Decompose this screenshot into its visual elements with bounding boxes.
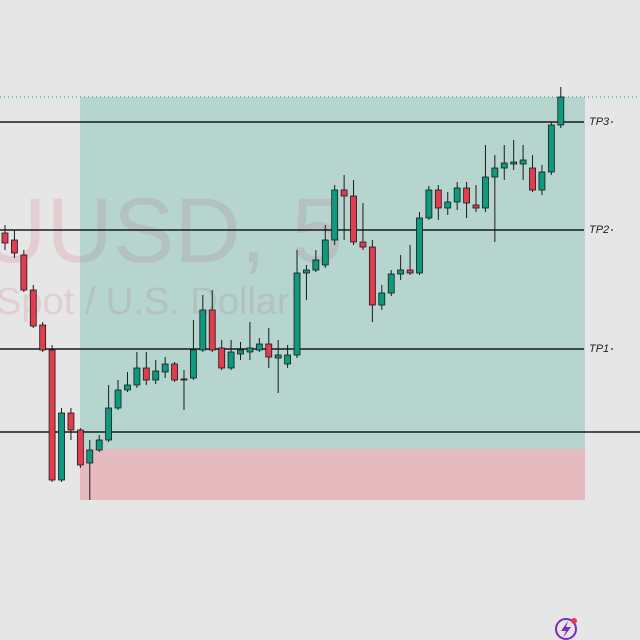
level-dot (611, 121, 613, 123)
app-logo[interactable] (555, 618, 577, 640)
candle-body (161, 363, 169, 373)
candle-body (1, 232, 9, 244)
logo-bolt (561, 621, 571, 638)
candle-body (482, 176, 489, 209)
logo-dot (571, 618, 577, 624)
level-label: TP1 (589, 343, 609, 355)
candle-body (321, 239, 329, 266)
candle-body (368, 246, 376, 306)
candle-body (48, 349, 56, 481)
candle-body (284, 354, 292, 365)
candle-body (274, 354, 282, 359)
candle-body (152, 370, 160, 381)
candle-body (519, 159, 527, 165)
candle-body (246, 347, 254, 353)
candle-body (199, 309, 207, 351)
candle-body (114, 389, 122, 409)
level-dot (611, 229, 613, 231)
logo-ring (555, 618, 577, 640)
candle-body (39, 324, 47, 351)
watermark-description: Spot / U.S. Dollar (0, 281, 290, 323)
level-label: TP3 (589, 116, 610, 128)
candle-body (11, 239, 18, 254)
zones (0, 96, 640, 500)
candle-body (340, 189, 348, 197)
candle-body (58, 412, 65, 481)
candle-body (434, 189, 442, 209)
candle-body (171, 363, 178, 381)
candle-body (133, 367, 141, 386)
candle-body (350, 195, 357, 243)
candle-body (547, 124, 555, 173)
candle-body (453, 187, 461, 203)
candle-body (237, 349, 244, 355)
candle-body (303, 269, 310, 274)
candle-body (255, 343, 263, 351)
watermark-symbol: UUSD, 5 (0, 180, 343, 282)
candle-body (180, 378, 188, 381)
candle-body (529, 167, 536, 191)
level-dot (611, 348, 613, 350)
candle-body (105, 407, 113, 441)
candle-body (406, 269, 414, 274)
level-label: TP2 (589, 224, 609, 236)
candle-body (76, 429, 84, 466)
candles (1, 87, 565, 500)
candle-body (378, 292, 386, 306)
candle-body (359, 241, 367, 248)
candle-body (67, 412, 75, 431)
candle-body (227, 351, 235, 369)
candle-body (189, 349, 197, 379)
candle-body (397, 269, 405, 275)
candle-body (265, 343, 273, 358)
candle-body (463, 187, 470, 204)
candle-body (557, 96, 565, 126)
stop-zone (80, 449, 585, 500)
levels: TP3 TP2 TP1 (0, 116, 640, 433)
candle-body (331, 189, 339, 241)
candle-body (20, 254, 28, 291)
candle-body (312, 259, 320, 271)
candle-body (218, 347, 226, 369)
candle-body (387, 273, 395, 294)
candle-body (29, 289, 37, 327)
candle-body (208, 309, 216, 351)
candle-body (86, 449, 94, 464)
candle-body (142, 367, 150, 381)
candle-body (425, 189, 433, 219)
candle-body (472, 204, 480, 209)
candle-body (491, 167, 499, 178)
candle-body (95, 439, 103, 451)
candle-body (538, 171, 546, 191)
candle-body (510, 161, 518, 165)
candle-body (293, 272, 301, 356)
candle-body (500, 162, 508, 169)
candle-body (416, 217, 423, 274)
candle-body (444, 201, 452, 209)
candle-body (124, 384, 131, 391)
target-zone (80, 97, 585, 449)
